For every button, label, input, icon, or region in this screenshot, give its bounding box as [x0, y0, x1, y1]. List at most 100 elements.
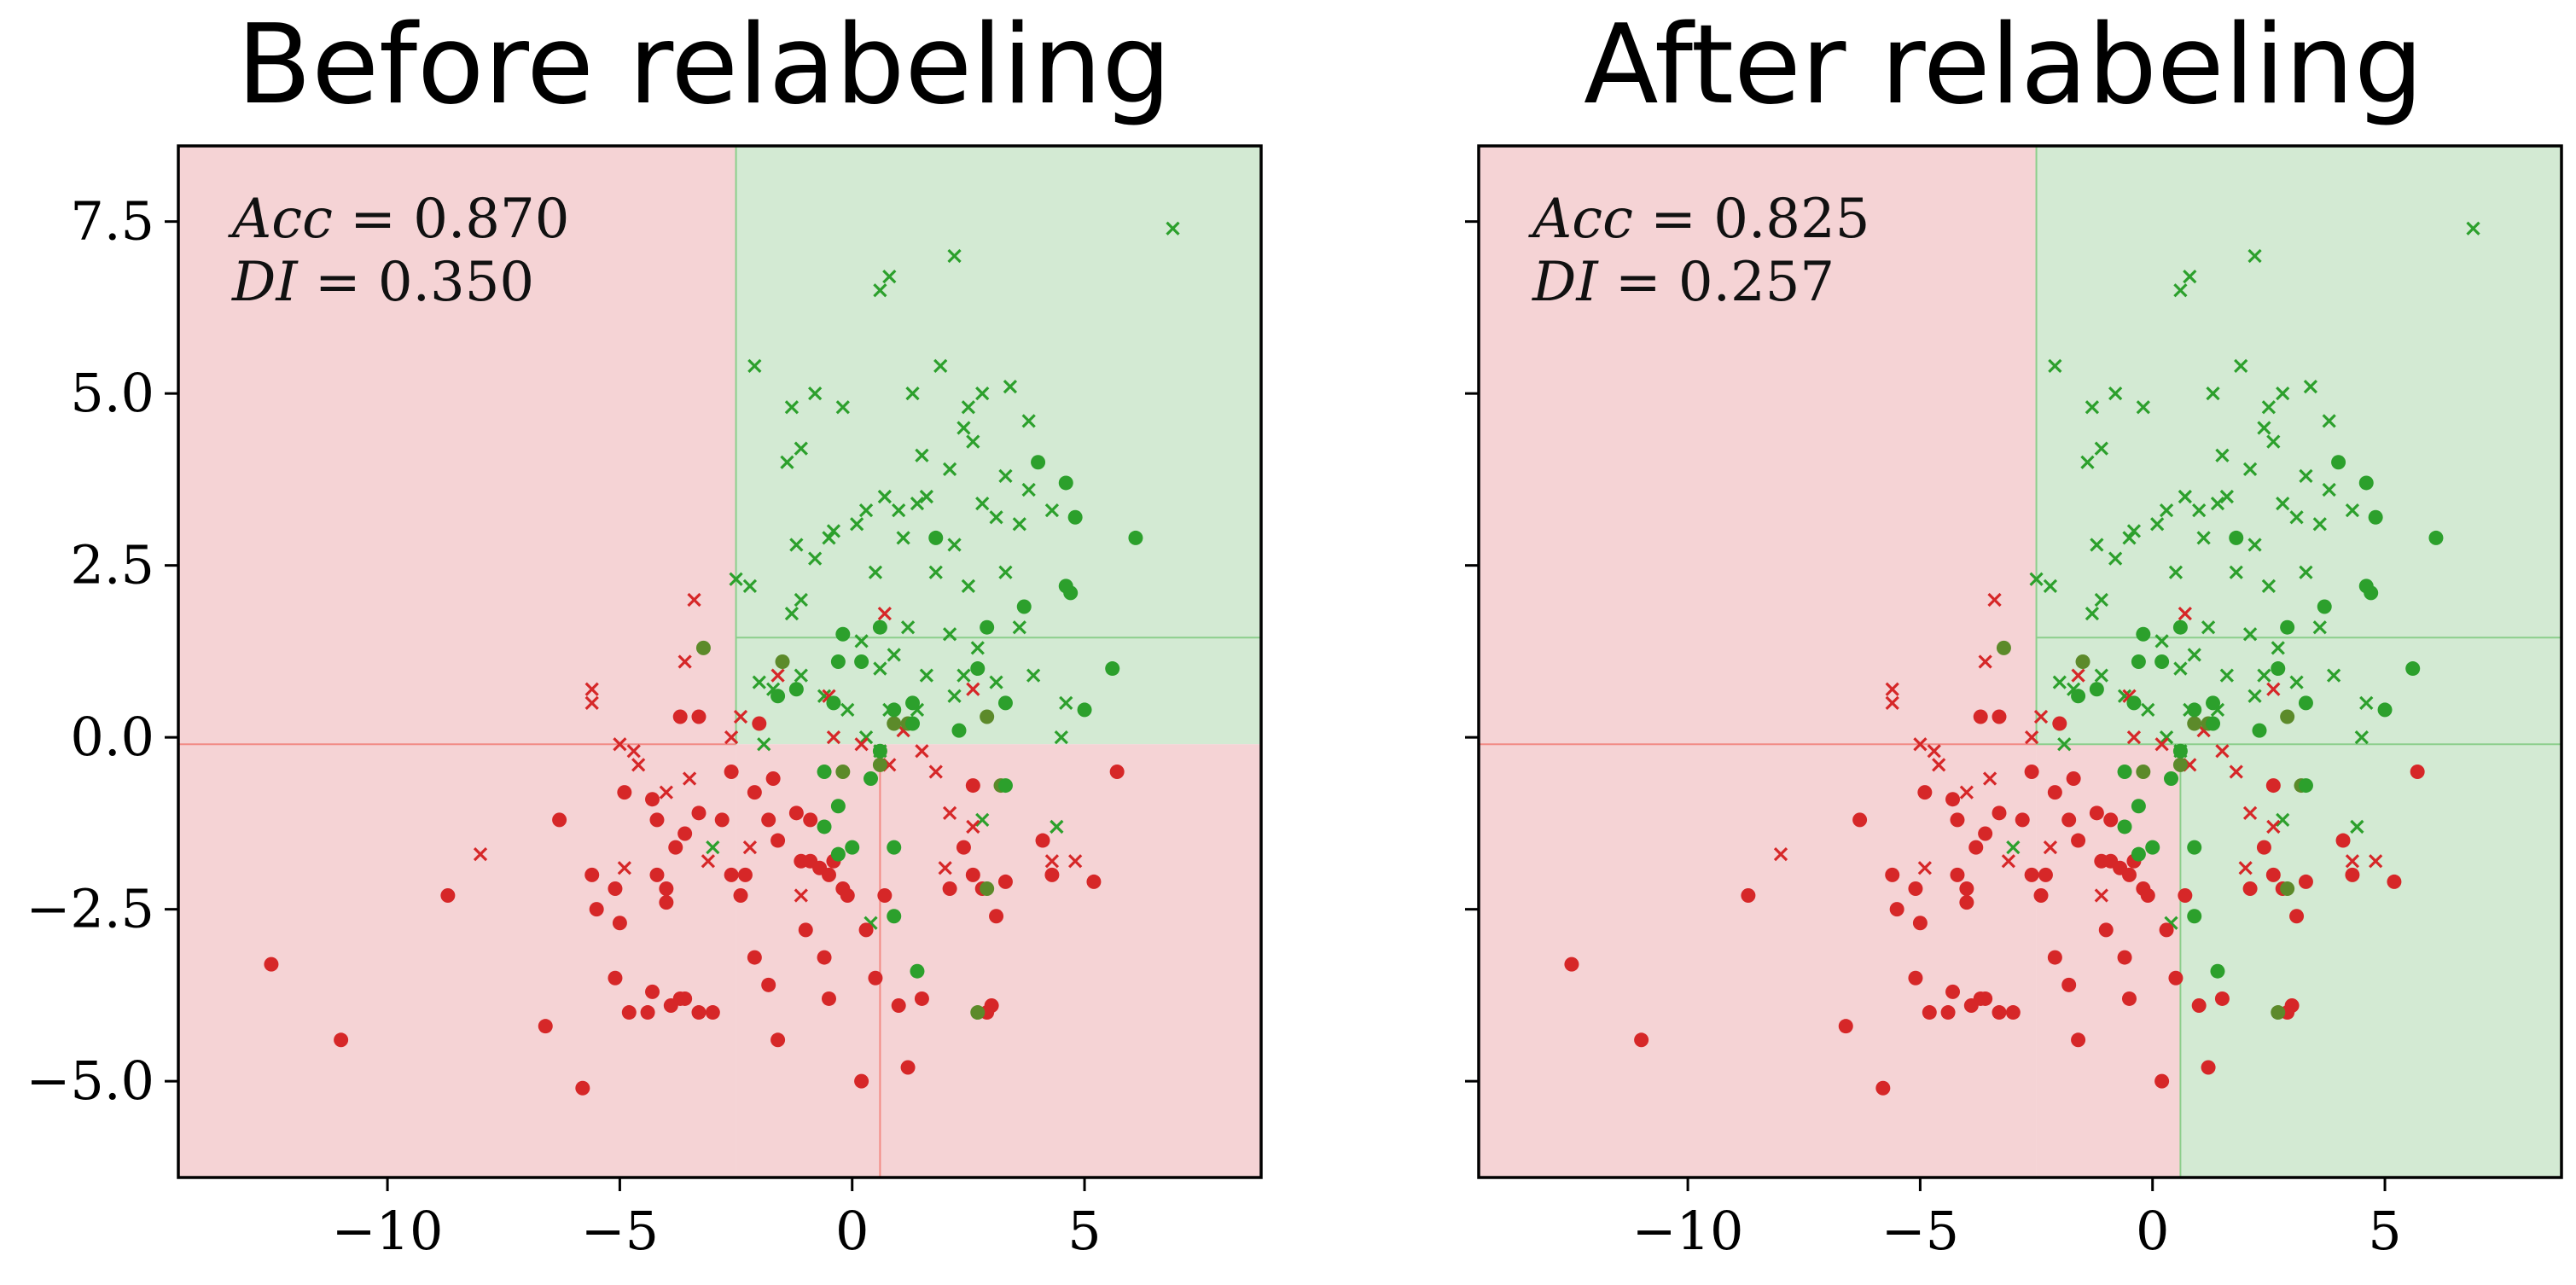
point-green-x: [1021, 414, 1036, 428]
point-green-dot: [1128, 530, 1143, 545]
point-green-x: [2141, 702, 2155, 718]
point-red-x: [2094, 888, 2108, 903]
point-olive-dot: [2136, 764, 2151, 779]
point-red-dot: [659, 881, 674, 896]
point-green-dot: [2206, 695, 2221, 711]
point-red-x: [2178, 606, 2192, 621]
disparate-impact-annotation: DI = 0.257: [1532, 251, 1835, 314]
point-green-x: [2261, 579, 2277, 593]
point-red-dot: [1945, 984, 1961, 999]
panel-title: Before relabeling: [236, 2, 1171, 129]
point-red-dot: [2024, 867, 2039, 882]
point-green-dot: [2131, 799, 2146, 814]
point-red-dot: [691, 1005, 707, 1020]
point-red-dot: [1908, 881, 1923, 896]
x-tick-label: −10: [1632, 1200, 1744, 1262]
point-red-dot: [2178, 888, 2193, 904]
point-green-x: [2173, 283, 2188, 298]
point-green-dot: [830, 654, 846, 669]
point-green-dot: [872, 743, 887, 759]
point-green-dot: [905, 716, 921, 731]
point-red-dot: [942, 881, 957, 896]
point-green-x: [757, 737, 771, 752]
point-green-x: [892, 503, 906, 518]
point-green-x: [2192, 503, 2207, 518]
decision-region-red: [178, 146, 736, 1177]
point-green-x: [794, 441, 808, 456]
point-red-dot: [677, 826, 693, 841]
point-green-dot: [854, 654, 869, 669]
point-green-x: [2466, 221, 2480, 235]
point-red-x: [826, 730, 841, 745]
point-green-x: [2354, 730, 2369, 745]
panel-after-relabeling: After relabeling −10 −5 0 5 Acc = 0.825 DI …: [1465, 2, 2563, 1262]
point-green-x: [1054, 730, 1068, 745]
point-red-dot: [645, 792, 660, 807]
point-green-x: [933, 358, 948, 374]
point-green-x: [2229, 565, 2243, 579]
y-tick-label: −2.5: [26, 878, 154, 940]
point-green-dot: [817, 819, 832, 834]
point-red-dot: [2098, 922, 2114, 938]
plot-frame: [1477, 144, 2563, 1179]
point-green-dot: [905, 695, 921, 711]
point-red-x: [877, 606, 892, 621]
point-green-dot: [2298, 695, 2313, 711]
point-red-dot: [1852, 812, 1868, 828]
point-red-dot: [1940, 1005, 1956, 1020]
point-olive-dot: [980, 709, 995, 724]
point-green-x: [2266, 434, 2281, 449]
point-red-x: [733, 709, 748, 724]
point-green-dot: [2172, 619, 2188, 635]
point-green-dot: [2368, 509, 2383, 525]
point-green-x: [2108, 551, 2123, 566]
point-red-x: [701, 854, 716, 869]
point-red-x: [2043, 840, 2058, 855]
point-green-x: [2168, 565, 2183, 579]
point-green-x: [2052, 675, 2067, 689]
point-green-x: [2359, 695, 2374, 710]
point-red-dot: [2103, 812, 2119, 828]
point-olive-dot: [2280, 709, 2295, 724]
point-green-x: [989, 675, 1003, 689]
point-olive-dot: [872, 757, 887, 772]
point-red-dot: [821, 867, 836, 882]
point-green-x: [947, 538, 962, 552]
point-red-x: [2024, 730, 2039, 745]
point-green-dot: [2298, 778, 2313, 794]
point-green-dot: [2377, 702, 2393, 718]
point-green-x: [2322, 414, 2336, 428]
point-green-dot: [788, 682, 804, 697]
point-red-dot: [2066, 771, 2081, 787]
point-red-dot: [2015, 812, 2030, 828]
x-tick-label: 5: [2368, 1200, 2401, 1262]
point-olive-dot: [695, 640, 711, 655]
point-red-dot: [2117, 950, 2132, 965]
point-red-dot: [1917, 785, 1933, 800]
point-red-x: [1913, 737, 1928, 752]
point-olive-dot: [2172, 757, 2188, 772]
point-green-x: [2299, 565, 2313, 579]
point-green-x: [975, 387, 990, 401]
point-green-x: [1003, 379, 1018, 394]
point-red-dot: [1086, 874, 1102, 889]
point-green-x: [2247, 538, 2262, 552]
point-green-x: [2247, 689, 2262, 703]
point-red-dot: [1950, 812, 1965, 828]
point-red-x: [1044, 854, 1060, 869]
point-green-x: [2108, 387, 2123, 401]
point-green-dot: [928, 530, 944, 545]
decision-region-green: [736, 146, 1261, 745]
point-red-dot: [617, 785, 632, 800]
point-green-x: [854, 634, 869, 648]
point-green-x: [2150, 517, 2165, 532]
accuracy-annotation: Acc = 0.870: [228, 188, 569, 251]
point-green-x: [2126, 524, 2142, 538]
point-green-x: [877, 489, 892, 504]
point-red-x: [473, 847, 488, 862]
point-green-x: [1012, 620, 1026, 635]
point-red-dot: [2335, 833, 2351, 848]
point-green-x: [780, 455, 794, 469]
point-red-dot: [761, 812, 776, 828]
point-red-dot: [2387, 874, 2402, 889]
